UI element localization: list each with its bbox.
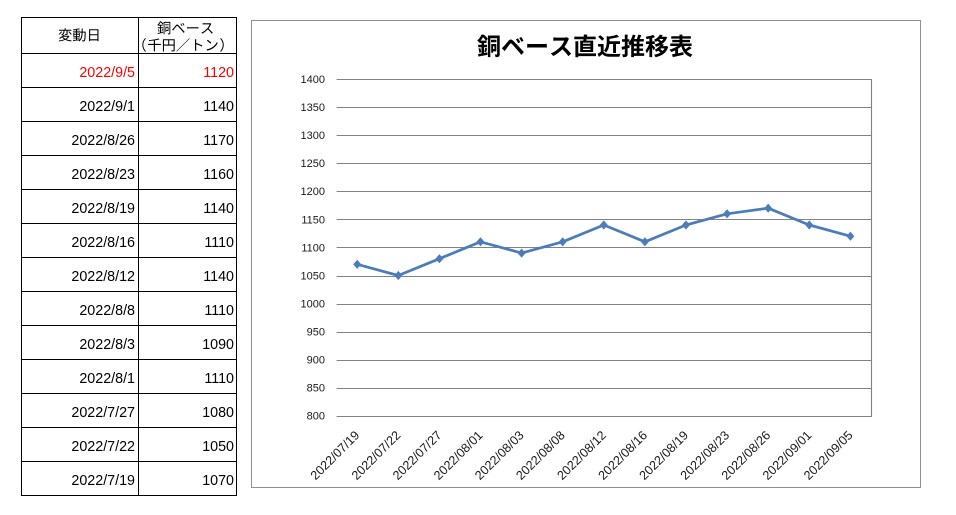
svg-text:1000: 1000 xyxy=(301,299,325,311)
svg-text:1400: 1400 xyxy=(301,74,325,86)
svg-text:1100: 1100 xyxy=(301,242,325,254)
svg-text:850: 850 xyxy=(307,383,325,395)
svg-text:1250: 1250 xyxy=(301,158,325,170)
svg-text:800: 800 xyxy=(307,411,325,423)
svg-text:1300: 1300 xyxy=(301,130,325,142)
svg-text:1200: 1200 xyxy=(301,186,325,198)
svg-text:950: 950 xyxy=(307,327,325,339)
svg-text:900: 900 xyxy=(307,355,325,367)
svg-text:1150: 1150 xyxy=(301,214,325,226)
svg-text:1050: 1050 xyxy=(301,270,325,282)
svg-text:1350: 1350 xyxy=(301,102,325,114)
